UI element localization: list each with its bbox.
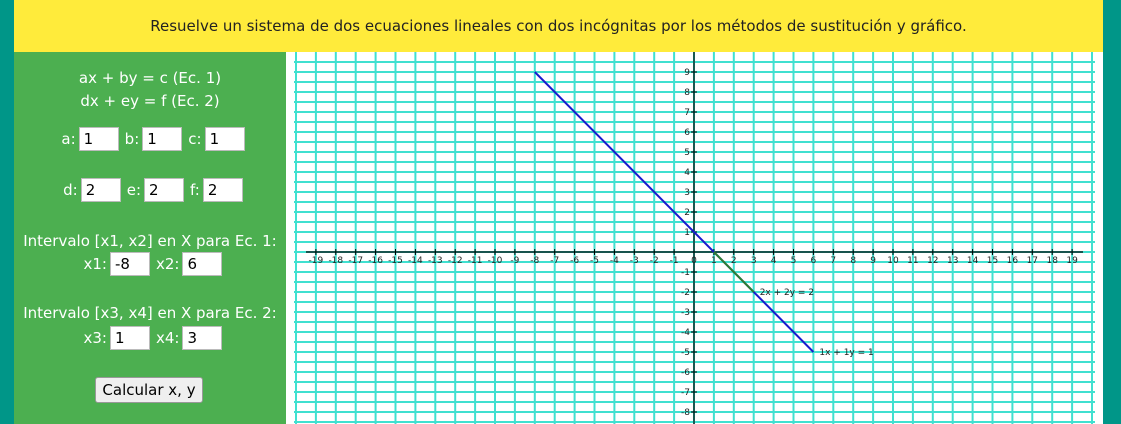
x2-label: x2:	[156, 255, 180, 273]
x4-label: x4:	[156, 329, 180, 347]
x3-label: x3:	[83, 329, 107, 347]
interval-1-caption: Intervalo [x1, x2] en X para Ec. 1:	[23, 232, 277, 250]
f-label: f:	[190, 181, 200, 199]
x-tick-label: 12	[927, 256, 938, 266]
graph-area: -19 -18 -17 -16 -15 -14 -13 -12 -11 -10 -9 -8 -7 -6 -5…	[286, 52, 1103, 424]
y-tick-label: -6	[681, 368, 690, 378]
x-tick-label: -11	[468, 256, 483, 266]
x-tick-label: -6	[570, 256, 579, 266]
interval-2-row: x3: x4:	[14, 326, 286, 350]
x-tick-label: -7	[550, 256, 559, 266]
x-tick-label: -18	[328, 256, 343, 266]
y-tick-label: 2	[684, 208, 690, 218]
y-tick-label: 4	[684, 168, 690, 178]
cartesian-graph: -19 -18 -17 -16 -15 -14 -13 -12 -11 -10 -9 -8 -7 -6 -5…	[294, 52, 1095, 424]
y-tick-label: -2	[681, 288, 690, 298]
y-tick-label: 6	[684, 128, 690, 138]
interval-1-row: x1: x2:	[14, 252, 286, 276]
c-label: c:	[188, 130, 202, 148]
x-tick-label: 17	[1027, 256, 1038, 266]
y-tick-label: -1	[681, 268, 690, 278]
x-tick-label: -12	[448, 256, 463, 266]
a-input[interactable]	[78, 127, 119, 151]
coefficients-row-1: a: b: c:	[14, 127, 286, 151]
b-label: b:	[124, 130, 140, 148]
x-tick-label: -19	[309, 256, 324, 266]
interval-2-caption: Intervalo [x3, x4] en X para Ec. 2:	[23, 304, 277, 322]
calculate-button[interactable]: Calcular x, y	[95, 377, 203, 403]
x2-input[interactable]	[182, 252, 223, 276]
page-title: Resuelve un sistema de dos ecuaciones li…	[150, 17, 967, 35]
coefficients-row-2: d: e: f:	[14, 178, 286, 202]
x-tick-label: 1	[711, 256, 717, 266]
y-tick-label: 3	[684, 188, 690, 198]
x-tick-label: 9	[870, 256, 876, 266]
x-tick-label: -4	[610, 256, 619, 266]
x-tick-label: 0	[691, 256, 697, 266]
x-tick-label: 14	[967, 256, 979, 266]
x-tick-label: 19	[1066, 256, 1078, 266]
e-label: e:	[126, 181, 142, 199]
x1-input[interactable]	[110, 252, 150, 276]
x-tick-label: 2	[731, 256, 737, 266]
e-input[interactable]	[144, 178, 185, 202]
y-tick-label: -5	[681, 348, 690, 358]
y-tick-label: -8	[681, 408, 690, 418]
equation-2-label: dx + ey = f (Ec. 2)	[80, 92, 220, 110]
y-tick-label: 7	[684, 108, 690, 118]
equation-line-label: 1x + 1y = 1	[819, 348, 873, 358]
x-tick-label: 8	[850, 256, 856, 266]
y-tick-label: 5	[684, 148, 690, 158]
b-input[interactable]	[142, 127, 183, 151]
x-tick-label: 5	[791, 256, 797, 266]
x-tick-label: -13	[428, 256, 443, 266]
input-panel: ax + by = c (Ec. 1) dx + ey = f (Ec. 2) …	[14, 52, 286, 424]
x3-input[interactable]	[110, 326, 150, 350]
y-tick-label: 9	[684, 68, 690, 78]
x-tick-label: -3	[630, 256, 639, 266]
x-tick-label: -15	[388, 256, 403, 266]
equation-line-label: 2x + 2y = 2	[760, 288, 814, 298]
x-tick-label: -14	[408, 256, 423, 266]
header-bar: Resuelve un sistema de dos ecuaciones li…	[14, 0, 1103, 52]
x-tick-label: -8	[530, 256, 539, 266]
f-input[interactable]	[202, 178, 243, 202]
x-tick-label: 4	[771, 256, 777, 266]
y-tick-label: 1	[684, 228, 690, 238]
equation-1-label: ax + by = c (Ec. 1)	[78, 69, 222, 87]
a-label: a:	[61, 130, 76, 148]
c-input[interactable]	[204, 127, 245, 151]
x-tick-label: 15	[987, 256, 998, 266]
d-input[interactable]	[80, 178, 121, 202]
x-tick-label: 3	[751, 256, 757, 266]
x-tick-label: 7	[830, 256, 836, 266]
x-tick-label: 6	[811, 256, 817, 266]
x-tick-label: -16	[368, 256, 383, 266]
x-tick-label: 11	[907, 256, 918, 266]
x-tick-label: -9	[510, 256, 519, 266]
d-label: d:	[63, 181, 78, 199]
x-tick-label: -10	[488, 256, 503, 266]
y-tick-label: 8	[684, 88, 690, 98]
equation-line-2	[713, 251, 755, 293]
x-tick-label: -17	[348, 256, 363, 266]
x4-input[interactable]	[182, 326, 223, 350]
x-tick-label: -2	[650, 256, 659, 266]
y-tick-label: -7	[681, 388, 690, 398]
y-tick-label: -4	[681, 328, 690, 338]
equation-line-1	[534, 71, 815, 353]
x-tick-label: 16	[1007, 256, 1019, 266]
x-tick-label: 10	[887, 256, 899, 266]
x-tick-label: -5	[590, 256, 599, 266]
x-tick-label: 13	[947, 256, 958, 266]
y-tick-label: -3	[681, 308, 690, 318]
x1-label: x1:	[83, 255, 107, 273]
x-tick-label: -1	[670, 256, 679, 266]
x-tick-label: 18	[1046, 256, 1058, 266]
